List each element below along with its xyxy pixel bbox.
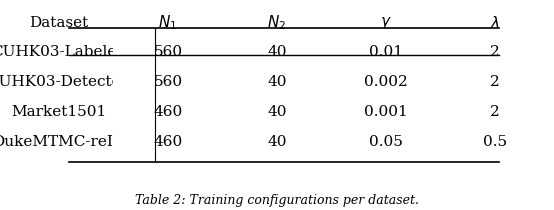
Text: Table 2: Training configurations per dataset.: Table 2: Training configurations per dat…: [135, 194, 419, 207]
